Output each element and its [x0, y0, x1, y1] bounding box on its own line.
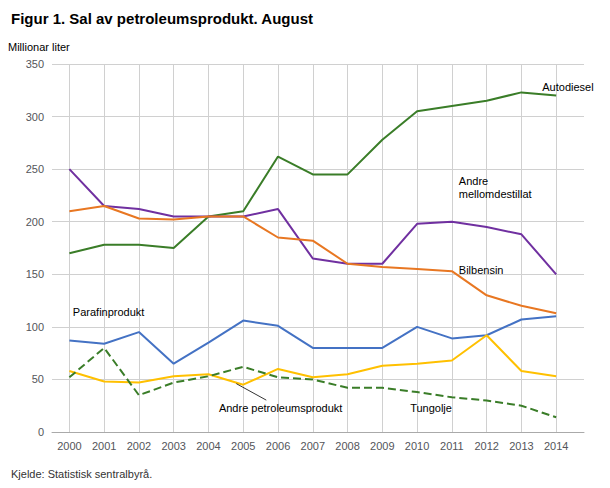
- svg-text:2006: 2006: [266, 440, 290, 452]
- svg-text:250: 250: [26, 163, 44, 175]
- svg-text:2003: 2003: [161, 440, 185, 452]
- svg-text:2005: 2005: [231, 440, 255, 452]
- svg-text:2010: 2010: [405, 440, 429, 452]
- svg-text:2013: 2013: [509, 440, 533, 452]
- svg-text:2001: 2001: [92, 440, 116, 452]
- svg-text:Parafinprodukt: Parafinprodukt: [73, 306, 145, 318]
- svg-text:Andre: Andre: [459, 175, 488, 187]
- svg-text:0: 0: [38, 426, 44, 438]
- svg-text:Tungolje: Tungolje: [410, 402, 452, 414]
- svg-text:2002: 2002: [127, 440, 151, 452]
- svg-text:2014: 2014: [544, 440, 568, 452]
- svg-text:Autodiesel: Autodiesel: [542, 81, 593, 93]
- svg-text:2000: 2000: [57, 440, 81, 452]
- svg-text:2004: 2004: [196, 440, 220, 452]
- svg-text:Bilbensin: Bilbensin: [459, 264, 504, 276]
- svg-text:300: 300: [26, 111, 44, 123]
- svg-text:Millionar liter: Millionar liter: [8, 41, 70, 53]
- svg-text:200: 200: [26, 216, 44, 228]
- svg-text:2009: 2009: [370, 440, 394, 452]
- svg-text:Figur 1. Sal av petroleumsprod: Figur 1. Sal av petroleumsprodukt. Augus…: [11, 10, 313, 27]
- svg-text:2007: 2007: [301, 440, 325, 452]
- svg-text:2012: 2012: [474, 440, 498, 452]
- svg-text:150: 150: [26, 268, 44, 280]
- svg-text:Kjelde: Statistisk sentralbyrå: Kjelde: Statistisk sentralbyrå.: [11, 468, 152, 480]
- svg-text:50: 50: [32, 373, 44, 385]
- svg-text:2011: 2011: [440, 440, 464, 452]
- svg-text:Andre petroleumsprodukt: Andre petroleumsprodukt: [219, 402, 343, 414]
- svg-text:2008: 2008: [335, 440, 359, 452]
- svg-text:350: 350: [26, 58, 44, 70]
- svg-text:100: 100: [26, 321, 44, 333]
- svg-text:mellomdestillat: mellomdestillat: [459, 188, 532, 200]
